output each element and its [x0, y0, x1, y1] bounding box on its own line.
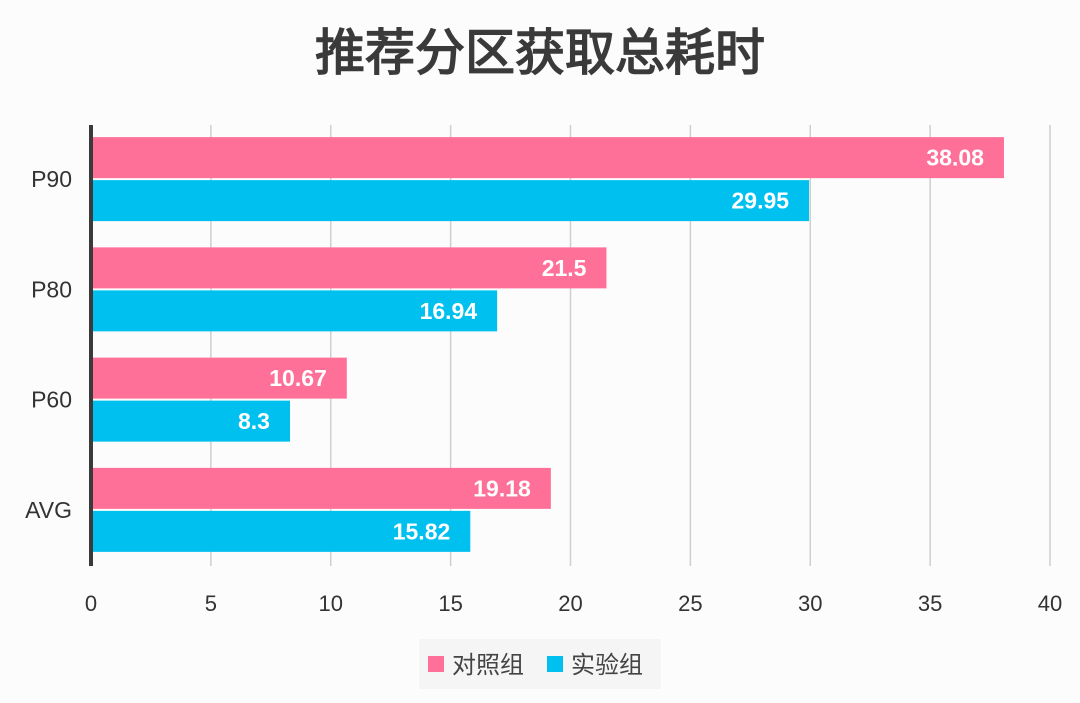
- data-label: 16.94: [420, 298, 478, 324]
- data-label: 8.3: [238, 408, 270, 434]
- category-label: P60: [31, 387, 72, 413]
- bar-control: [91, 467, 551, 509]
- bar-experiment: [91, 400, 290, 442]
- bar-control: [91, 247, 607, 289]
- x-tick-label: 5: [205, 591, 217, 616]
- x-tick-label: 35: [918, 591, 942, 616]
- legend-label-control: 对照组: [452, 651, 524, 679]
- bar-experiment: [91, 510, 471, 552]
- legend-swatch-control: [428, 656, 444, 672]
- category-label: AVG: [25, 497, 72, 523]
- bar-control: [91, 357, 347, 399]
- y-axis-categories: P90 P80 P60 AVG: [25, 166, 72, 523]
- x-tick-label: 20: [558, 591, 582, 616]
- data-label: 19.18: [473, 475, 531, 501]
- x-tick-label: 25: [678, 591, 702, 616]
- legend: 对照组 实验组: [419, 639, 661, 689]
- category-label: P90: [31, 166, 72, 192]
- bar-control: [91, 137, 1004, 179]
- category-label: P80: [31, 276, 72, 302]
- bars: 38.08 29.95 21.5 16.94 10.67 8.3 19.18 15.82: [91, 137, 1004, 552]
- bar-experiment: [91, 290, 498, 332]
- data-label: 29.95: [731, 188, 789, 214]
- x-tick-label: 40: [1038, 591, 1062, 616]
- x-tick-label: 10: [319, 591, 343, 616]
- data-label: 10.67: [269, 365, 327, 391]
- legend-label-experiment: 实验组: [571, 651, 643, 679]
- chart-title: 推荐分区获取总耗时: [315, 24, 765, 82]
- x-tick-label: 0: [85, 591, 97, 616]
- legend-swatch-experiment: [547, 656, 563, 672]
- data-label: 38.08: [926, 145, 984, 171]
- x-axis-ticks: 0 5 10 15 20 25 30 35 40: [85, 591, 1062, 616]
- data-label: 15.82: [393, 518, 451, 544]
- x-tick-label: 15: [438, 591, 462, 616]
- data-label: 21.5: [542, 255, 587, 281]
- x-tick-label: 30: [798, 591, 822, 616]
- bar-experiment: [91, 180, 810, 222]
